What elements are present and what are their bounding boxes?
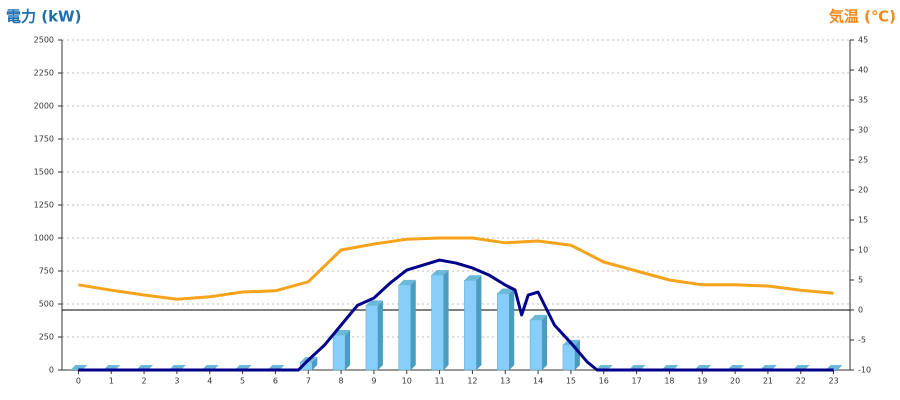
- x-tick-label: 4: [207, 377, 212, 386]
- y-tick-label: 1250: [34, 201, 54, 210]
- y-tick-label: 1500: [34, 168, 54, 177]
- bar-top: [497, 288, 515, 294]
- x-tick-label: 19: [697, 377, 707, 386]
- y2-tick-label: 25: [858, 156, 868, 165]
- y2-tick-label: 45: [858, 36, 868, 45]
- x-tick-label: 1: [109, 377, 114, 386]
- bar-side: [377, 300, 383, 370]
- x-tick-label: 21: [763, 377, 773, 386]
- y-tick-label: 1750: [34, 135, 54, 144]
- bar-top: [464, 275, 482, 281]
- x-tick-label: 11: [434, 377, 444, 386]
- bar-top: [431, 269, 449, 275]
- y-axis-title: 電力 (kW): [6, 8, 81, 26]
- bar-top: [398, 279, 416, 285]
- y2-tick-label: 20: [858, 186, 868, 195]
- x-tick-label: 12: [467, 377, 477, 386]
- line: [78, 236, 834, 301]
- bar-side: [443, 269, 449, 370]
- y2-tick-label: -10: [858, 366, 871, 375]
- x-tick-label: 9: [371, 377, 376, 386]
- x-tick-label: 5: [240, 377, 245, 386]
- y-tick-label: 1000: [34, 234, 54, 243]
- bar-front: [398, 284, 411, 371]
- y2-tick-label: 30: [858, 126, 868, 135]
- y-tick-label: 0: [49, 366, 54, 375]
- y2-tick-label: 40: [858, 66, 868, 75]
- y2-tick-label: 15: [858, 216, 868, 225]
- x-tick-label: 20: [730, 377, 740, 386]
- bar-front: [497, 293, 510, 371]
- bar-front: [365, 305, 379, 371]
- y2-tick-label: 10: [858, 246, 868, 255]
- x-tick-label: 15: [566, 377, 576, 386]
- bar-front: [332, 334, 346, 371]
- x-tick-label: 7: [306, 377, 311, 386]
- x-tick-label: 6: [273, 377, 278, 386]
- bar-side: [476, 275, 482, 370]
- y2-tick-label: 35: [858, 96, 868, 105]
- x-tick-label: 3: [174, 377, 179, 386]
- bar-side: [542, 314, 548, 370]
- y-tick-label: 500: [39, 300, 54, 309]
- bar-side: [410, 279, 416, 370]
- y2-axis-title: 気温 (℃): [829, 8, 896, 26]
- x-tick-label: 14: [533, 377, 543, 386]
- x-tick-label: 16: [599, 377, 609, 386]
- y-tick-label: 250: [39, 333, 54, 342]
- y-tick-label: 2000: [34, 102, 54, 111]
- x-tick-label: 22: [796, 377, 806, 386]
- bar-front: [562, 344, 576, 371]
- bar-top: [530, 314, 548, 320]
- y2-tick-label: 0: [858, 306, 863, 315]
- bar-side: [509, 288, 515, 370]
- bar-front: [431, 274, 444, 371]
- x-tick-label: 0: [76, 377, 81, 386]
- y2-tick-label: -5: [858, 336, 866, 345]
- bar-side: [345, 330, 351, 370]
- bar-front: [464, 279, 477, 371]
- x-tick-label: 8: [339, 377, 344, 386]
- y-tick-label: 2500: [34, 36, 54, 45]
- x-tick-label: 2: [142, 377, 147, 386]
- bar-side: [312, 357, 318, 370]
- x-tick-label: 10: [402, 377, 412, 386]
- y-tick-label: 2250: [34, 69, 54, 78]
- bar-top: [365, 300, 383, 306]
- y-tick-label: 750: [39, 267, 54, 276]
- line: [78, 258, 834, 372]
- x-tick-label: 13: [500, 377, 510, 386]
- y2-tick-label: 5: [858, 276, 863, 285]
- x-tick-label: 23: [828, 377, 838, 386]
- x-tick-label: 17: [631, 377, 641, 386]
- x-tick-label: 18: [664, 377, 674, 386]
- bar-front: [529, 319, 543, 371]
- bar-side: [574, 339, 580, 370]
